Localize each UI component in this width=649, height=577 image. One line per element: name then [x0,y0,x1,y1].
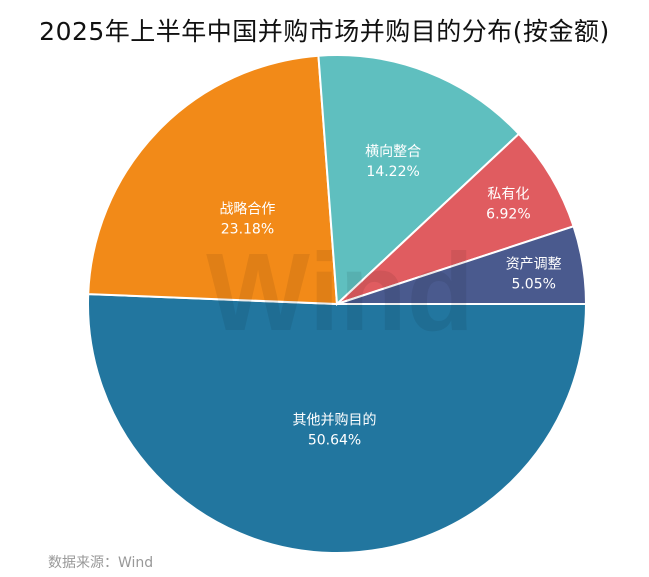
chart-title: 2025年上半年中国并购市场并购目的分布(按金额) [39,17,610,46]
pie-slice [336,132,575,305]
pie-slice [87,293,588,554]
source-note: 数据来源：Wind [48,555,154,571]
slice-value: 6.92% [486,207,530,223]
pie-slice [87,54,339,306]
slice-value: 14.22% [366,164,419,180]
slice-value: 50.64% [308,432,361,448]
slice-value: 5.05% [511,277,555,293]
slice-value: 23.18% [221,222,274,238]
slice-label: 资产调整 [506,257,562,273]
slice-label: 横向整合 [365,144,421,160]
slice-label: 战略合作 [219,202,275,218]
slice-label: 其他并购目的 [293,412,377,428]
pie-slice [336,225,588,305]
slice-label: 私有化 [487,187,529,203]
watermark: Wind [206,231,474,354]
pie-slice [317,54,521,307]
